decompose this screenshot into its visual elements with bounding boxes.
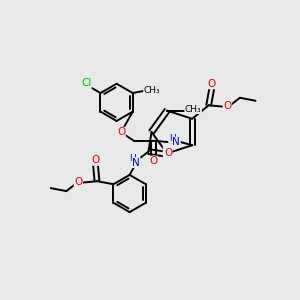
Text: Cl: Cl bbox=[81, 78, 91, 88]
Text: O: O bbox=[207, 79, 215, 89]
Text: O: O bbox=[74, 177, 83, 187]
Text: N: N bbox=[172, 137, 180, 147]
Text: H: H bbox=[169, 134, 176, 143]
Text: O: O bbox=[92, 155, 100, 165]
Text: CH₃: CH₃ bbox=[144, 86, 160, 95]
Text: H: H bbox=[129, 154, 136, 163]
Text: O: O bbox=[164, 148, 172, 158]
Text: N: N bbox=[132, 158, 140, 168]
Text: O: O bbox=[149, 156, 157, 166]
Text: O: O bbox=[117, 127, 125, 137]
Text: CH₃: CH₃ bbox=[185, 105, 202, 114]
Text: S: S bbox=[164, 147, 171, 160]
Text: O: O bbox=[223, 101, 231, 111]
